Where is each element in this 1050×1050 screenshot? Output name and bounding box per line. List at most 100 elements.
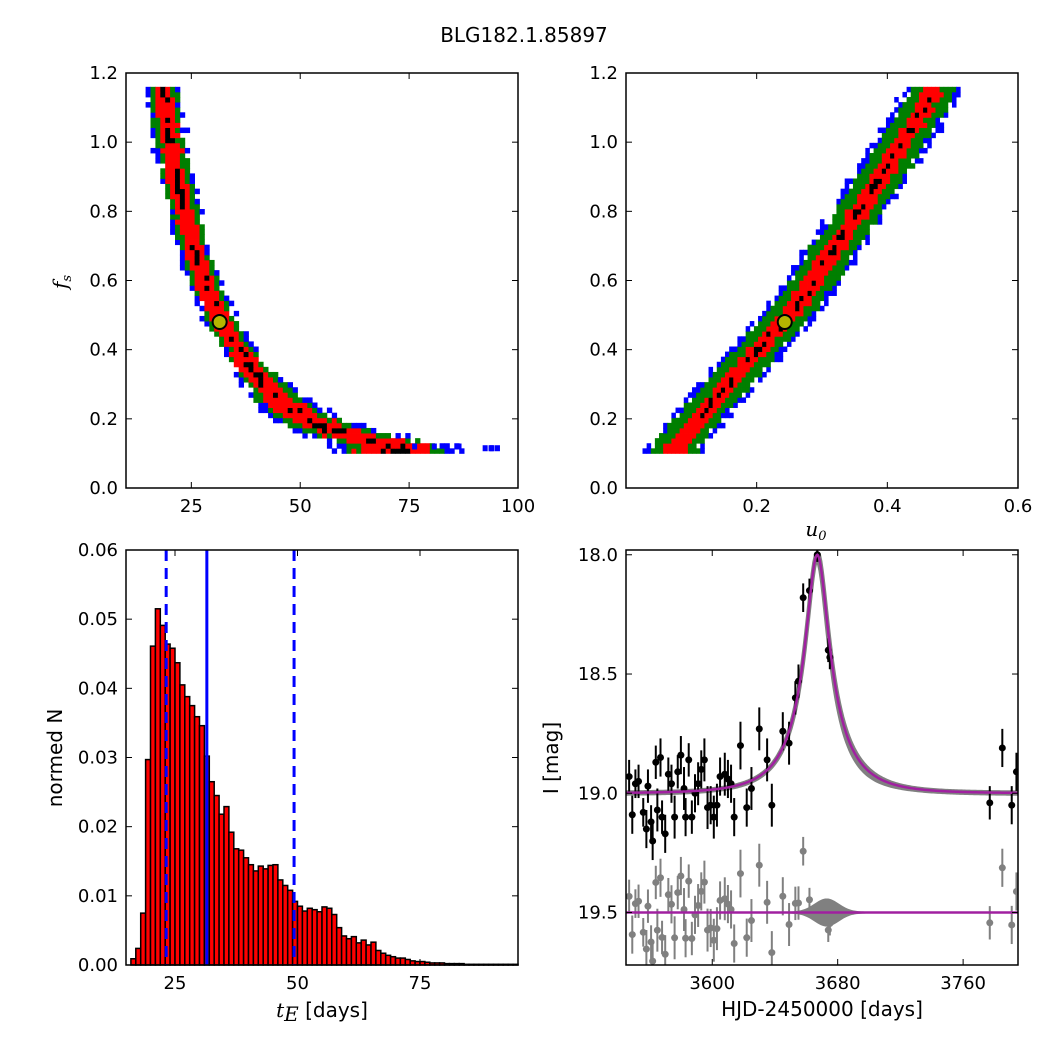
tl-density-cell — [189, 224, 195, 230]
residual-point — [730, 940, 738, 948]
tl-density-cell — [277, 377, 284, 383]
tr-density-cell — [869, 198, 874, 205]
tl-density-cell — [194, 285, 200, 291]
residual-point — [986, 919, 994, 927]
tl-density-cell — [253, 397, 259, 403]
tr-density-cell — [675, 448, 681, 454]
tr-density-cell — [881, 183, 887, 190]
tr-density-cell — [766, 341, 771, 347]
tr-density-cell — [725, 371, 730, 378]
tl-density-cell — [331, 417, 338, 424]
tr-density-cell — [741, 371, 747, 378]
tr-density-cell — [844, 219, 850, 225]
tl-density-cell — [189, 229, 195, 235]
tl-density-cell — [184, 265, 191, 271]
bl-x-tick-label: 75 — [409, 973, 432, 994]
observation-point — [710, 813, 718, 821]
tr-density-cell — [745, 392, 751, 398]
tr-density-cell — [741, 366, 747, 373]
tr-density-cell — [679, 448, 685, 454]
tr-density-cell — [832, 229, 837, 235]
residual-point — [785, 921, 793, 929]
tr-density-cell — [873, 173, 879, 179]
tr-density-cell — [704, 412, 709, 419]
fs-vs-u0-ticks: 0.2 0.4 0.60.00.20.40.60.81.01.2 — [589, 63, 1032, 517]
tl-density-cell — [395, 443, 401, 449]
tl-density-cell — [248, 371, 254, 378]
tl-density-cell — [307, 407, 313, 414]
tl-density-cell — [155, 147, 161, 154]
tr-density-cell — [894, 142, 899, 149]
tr-density-cell — [902, 137, 907, 144]
tr-density-cell — [799, 249, 804, 256]
tr-density-cell — [824, 265, 829, 271]
tr-density-cell — [799, 254, 804, 261]
tr-density-cell — [819, 244, 825, 251]
tr-density-cell — [683, 397, 689, 403]
tr-density-cell — [890, 158, 895, 164]
tr-y-tick-label: 0.2 — [589, 409, 618, 430]
tl-density-cell — [175, 178, 181, 184]
tr-density-cell — [852, 214, 858, 220]
tr-density-cell — [749, 366, 755, 373]
residual-point — [680, 906, 688, 914]
tr-density-cell — [943, 91, 949, 98]
tr-density-cell — [881, 188, 887, 195]
observation-point — [642, 825, 650, 833]
tl-density-cell — [175, 137, 181, 144]
tr-density-cell — [741, 356, 747, 363]
tr-density-cell — [749, 377, 755, 383]
tr-density-cell — [795, 326, 800, 332]
tr-density-cell — [708, 382, 714, 388]
tl-density-cell — [238, 336, 244, 342]
tl-density-cell — [165, 137, 171, 144]
tr-density-cell — [733, 361, 738, 368]
tl-density-cell — [199, 270, 205, 276]
tl-density-cell — [302, 407, 308, 414]
tr-density-cell — [898, 132, 903, 139]
br-x-tick-label: 3600 — [689, 973, 735, 994]
tr-density-cell — [745, 331, 751, 337]
residual-point — [656, 874, 664, 882]
tl-density-cell — [214, 305, 220, 312]
tr-density-cell — [877, 142, 883, 149]
tr-density-cell — [807, 254, 813, 261]
tr-density-cell — [725, 387, 730, 393]
tr-density-cell — [861, 234, 866, 240]
tr-density-cell — [803, 259, 808, 266]
tr-density-cell — [720, 361, 726, 368]
tr-density-cell — [799, 315, 804, 322]
tr-density-cell — [852, 183, 858, 190]
tl-density-cell — [273, 371, 279, 378]
tr-density-cell — [918, 147, 924, 154]
tl-density-cell — [356, 438, 362, 444]
tr-density-cell — [836, 214, 841, 220]
tr-density-cell — [758, 356, 763, 363]
tr-density-cell — [902, 107, 907, 113]
tr-density-cell — [782, 346, 788, 352]
tr-density-cell — [803, 305, 808, 312]
tr-density-cell — [836, 270, 841, 276]
tr-density-cell — [712, 392, 718, 398]
tl-density-cell — [233, 356, 240, 363]
tr-density-cell — [774, 310, 780, 317]
tl-density-cell — [258, 397, 264, 403]
tr-density-cell — [873, 147, 879, 154]
tl-density-cell — [268, 392, 274, 398]
tr-density-cell — [865, 239, 870, 246]
tr-density-cell — [749, 356, 755, 363]
tr-density-cell — [914, 153, 920, 159]
tr-density-cell — [943, 86, 949, 93]
tr-density-cell — [857, 203, 862, 210]
tr-density-cell — [811, 280, 817, 286]
residual-point — [794, 899, 802, 907]
tr-x-tick-label: 0.6 — [1004, 496, 1033, 517]
tl-density-cell — [189, 280, 195, 286]
tr-density-cell — [848, 193, 854, 200]
tr-density-cell — [890, 112, 895, 118]
tl-density-cell — [253, 377, 259, 383]
tl-density-cell — [287, 392, 293, 398]
tl-density-cell — [253, 382, 259, 388]
tl-density-cell — [371, 427, 377, 434]
